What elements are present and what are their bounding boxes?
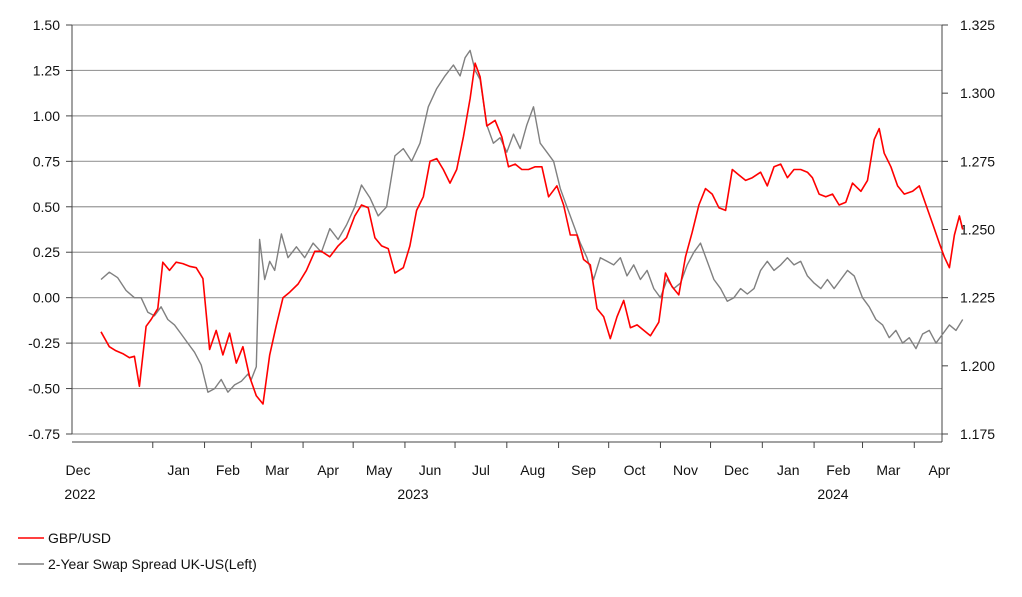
- x-axis: Dec Jan Feb Mar Apr May Jun Jul Aug Sep Oct Nov Dec J…: [64, 441, 951, 502]
- x-year-label: 2022: [64, 486, 95, 502]
- x-month-label: Jul: [472, 462, 490, 478]
- legend: GBP/USD 2-Year Swap Spread UK-US(Left): [18, 530, 257, 572]
- right-tick-label: 1.175: [960, 426, 995, 442]
- x-month-label: Mar: [876, 462, 900, 478]
- x-month-label: Jan: [167, 462, 190, 478]
- swap-spread-series-line: [100, 49, 964, 393]
- left-tick-label: 0.00: [33, 290, 60, 306]
- right-tick-label: 1.300: [960, 85, 995, 101]
- right-tick-label: 1.325: [960, 17, 995, 33]
- x-month-label: May: [366, 462, 392, 478]
- legend-label: 2-Year Swap Spread UK-US(Left): [48, 556, 257, 572]
- right-tick-label: 1.250: [960, 222, 995, 238]
- x-month-label: Dec: [66, 462, 91, 478]
- x-month-label: Feb: [216, 462, 240, 478]
- gridlines: [72, 24, 942, 435]
- x-year-label: 2024: [817, 486, 848, 502]
- x-month-label: Nov: [673, 462, 698, 478]
- x-month-label: Apr: [317, 462, 339, 478]
- x-month-label: Mar: [265, 462, 289, 478]
- x-month-label: Jan: [777, 462, 800, 478]
- left-tick-label: 1.50: [33, 17, 60, 33]
- right-y-axis: 1.175 1.200 1.225 1.250 1.275 1.300 1.325: [941, 17, 995, 442]
- left-tick-label: 0.75: [33, 153, 60, 169]
- x-month-label: Sep: [571, 462, 596, 478]
- x-month-label: Aug: [520, 462, 545, 478]
- left-tick-label: -0.25: [28, 335, 60, 351]
- left-tick-label: 1.25: [33, 62, 60, 78]
- gbp-usd-series-line: [100, 62, 964, 405]
- x-month-label: Dec: [724, 462, 749, 478]
- x-year-label: 2023: [397, 486, 428, 502]
- right-tick-label: 1.275: [960, 153, 995, 169]
- x-month-label: Feb: [826, 462, 850, 478]
- left-y-axis: -0.75 -0.50 -0.25 0.00 0.25 0.50 0.75 1.00 1.25 1…: [28, 17, 73, 442]
- x-month-label: Oct: [624, 462, 646, 478]
- left-tick-label: 0.50: [33, 199, 60, 215]
- x-month-label: Jun: [419, 462, 442, 478]
- left-tick-label: -0.50: [28, 381, 60, 397]
- left-tick-label: -0.75: [28, 426, 60, 442]
- right-tick-label: 1.225: [960, 290, 995, 306]
- series-lines: [100, 49, 964, 405]
- left-tick-label: 1.00: [33, 108, 60, 124]
- x-month-label: Apr: [928, 462, 950, 478]
- right-tick-label: 1.200: [960, 358, 995, 374]
- left-tick-label: 0.25: [33, 244, 60, 260]
- legend-label: GBP/USD: [48, 530, 111, 546]
